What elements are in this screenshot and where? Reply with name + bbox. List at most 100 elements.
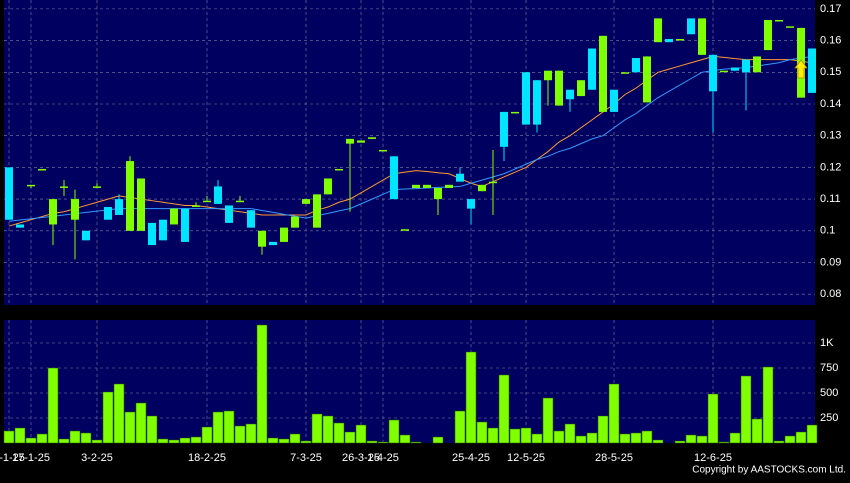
- candle-body: [500, 111, 508, 147]
- volume-bar: [256, 324, 268, 444]
- candle-body: [654, 18, 662, 43]
- volume-bar: [366, 440, 378, 444]
- candle-body: [478, 184, 486, 192]
- candle-body: [577, 80, 585, 97]
- candle-body: [115, 199, 123, 215]
- candle-body: [775, 19, 783, 22]
- candle-body: [423, 184, 431, 189]
- candle-body: [698, 18, 706, 55]
- volume-bar: [289, 433, 301, 444]
- candle-body: [610, 89, 618, 112]
- volume-bar: [718, 441, 730, 444]
- candle-body: [434, 188, 442, 200]
- candle-body: [302, 199, 310, 204]
- volume-bar: [509, 428, 521, 444]
- candle-body: [236, 200, 244, 203]
- volume-bar: [476, 421, 488, 444]
- y-tick-label: 0.15: [820, 66, 841, 78]
- x-tick-label: 3-2-25: [81, 452, 113, 464]
- volume-bar: [102, 391, 114, 444]
- volume-bar: [355, 424, 367, 444]
- arrow-icon: [794, 59, 808, 79]
- y-tick-label: 0.14: [820, 98, 841, 110]
- volume-bar: [531, 433, 543, 444]
- candle-body: [665, 38, 673, 43]
- price-panel: [4, 0, 815, 305]
- volume-bar: [113, 383, 125, 444]
- volume-bar: [168, 439, 180, 444]
- candle-body: [489, 181, 497, 184]
- volume-bar: [245, 423, 257, 444]
- candle-body: [324, 178, 332, 195]
- volume-bar: [157, 438, 169, 444]
- candle-body: [687, 18, 695, 35]
- candle-body: [676, 38, 684, 41]
- candle-body: [225, 205, 233, 223]
- volume-bar: [597, 415, 609, 444]
- volume-bar: [267, 437, 279, 444]
- volume-bar: [311, 413, 323, 444]
- volume-bar: [685, 434, 697, 444]
- candle-body: [5, 167, 13, 220]
- volume-bar: [762, 366, 774, 444]
- y-tick-label: 750: [820, 362, 838, 374]
- volume-bar: [377, 441, 389, 444]
- volume-bar: [498, 374, 510, 444]
- volume-bar: [58, 438, 70, 444]
- y-tick-label: 1K: [820, 337, 834, 349]
- x-tick-label: 17-1-25: [12, 452, 50, 464]
- candle-body: [379, 149, 387, 152]
- candle-body: [808, 48, 816, 93]
- y-tick-label: 0.13: [820, 130, 841, 142]
- candle-body: [533, 80, 541, 125]
- candle-body: [247, 210, 255, 228]
- volume-bar: [432, 436, 444, 444]
- x-tick-label: 18-2-25: [188, 452, 226, 464]
- candle-body: [555, 70, 563, 106]
- volume-bar: [344, 431, 356, 444]
- volume-bar: [36, 433, 48, 444]
- candle-body: [104, 207, 112, 220]
- volume-bar: [201, 426, 213, 444]
- volume-bar: [146, 415, 158, 444]
- marks: 0.08 0.09 0.1 0.11 0.12 0.13 0.14 0.15 0.16 0.17 2…: [0, 0, 841, 464]
- candle-body: [291, 216, 299, 228]
- candle-body: [731, 67, 739, 71]
- volume-bar: [300, 440, 312, 444]
- volume-bar: [3, 430, 15, 444]
- volume-bar: [25, 437, 37, 444]
- x-tick-label: 1-4-25: [367, 452, 399, 464]
- volume-bar: [47, 367, 59, 444]
- volume-bar: [190, 436, 202, 444]
- candle-body: [786, 26, 794, 28]
- candle-body: [588, 48, 596, 90]
- volume-bar: [608, 383, 620, 444]
- candle-body: [467, 199, 475, 209]
- candle-body: [401, 229, 409, 231]
- volume-bar: [729, 432, 741, 444]
- y-tick-label: 250: [820, 412, 838, 424]
- x-tick-label: 12-5-25: [507, 452, 545, 464]
- candle-body: [214, 186, 222, 204]
- y-tick-label: 0.09: [820, 256, 841, 268]
- x-tick-label: 12-6-25: [694, 452, 732, 464]
- volume-bar: [553, 430, 565, 444]
- volume-bar: [454, 410, 466, 444]
- candle-body: [566, 89, 574, 100]
- volume-bar: [674, 440, 686, 444]
- y-tick-label: 0.11: [820, 193, 841, 205]
- candle-body: [357, 140, 365, 143]
- candle-body: [60, 186, 68, 188]
- candle-body: [368, 137, 376, 139]
- volume-bar: [388, 419, 400, 444]
- volume-bar: [91, 439, 103, 444]
- volume-bar: [223, 410, 235, 444]
- candle-body: [313, 194, 321, 228]
- volume-bar: [795, 431, 807, 444]
- candle-body: [720, 70, 728, 73]
- candle-body: [412, 184, 420, 189]
- y-tick-label: 0.12: [820, 161, 841, 173]
- volume-bar: [212, 411, 224, 444]
- candle-body: [764, 19, 772, 51]
